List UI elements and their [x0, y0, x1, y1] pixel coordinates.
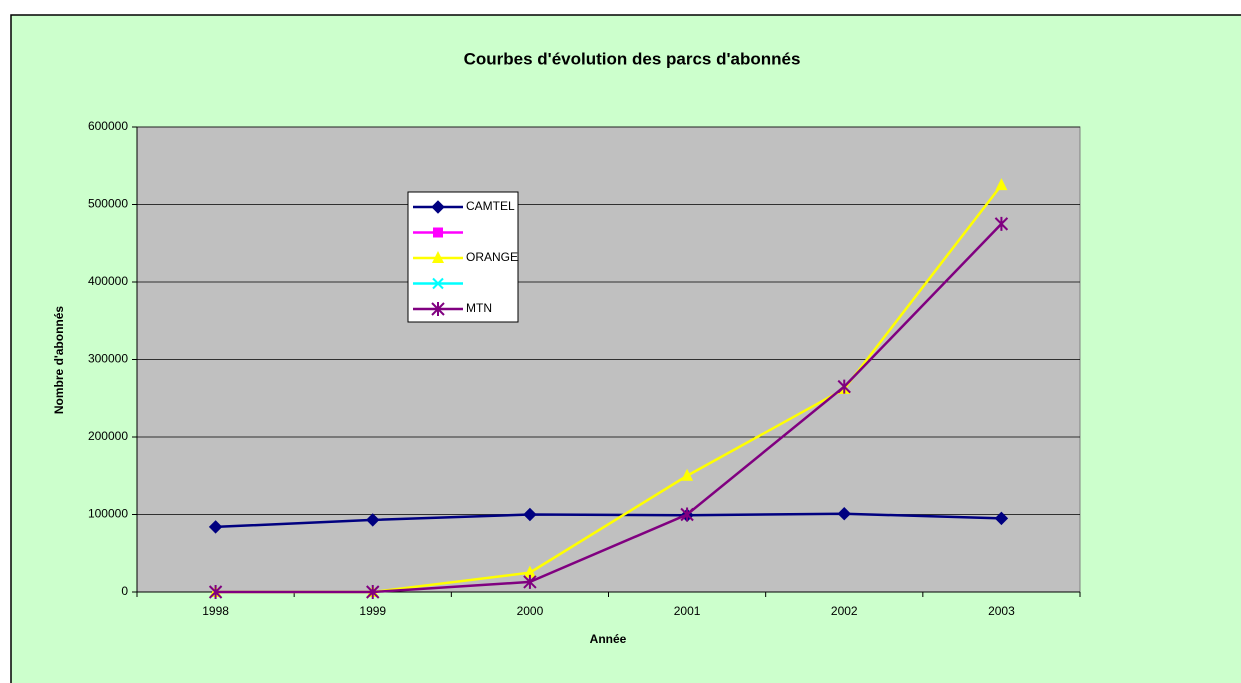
- x-tick-label: 2001: [674, 604, 701, 618]
- x-tick-label: 1998: [202, 604, 229, 618]
- y-tick-label: 0: [121, 584, 128, 598]
- chart-title: Courbes d'évolution des parcs d'abonnés: [464, 49, 801, 68]
- marker: [837, 379, 851, 394]
- marker: [366, 513, 380, 527]
- y-tick-label: 500000: [88, 197, 128, 211]
- marker: [837, 507, 851, 521]
- marker: [994, 511, 1009, 526]
- legend-label: MTN: [466, 301, 492, 315]
- legend-label: ORANGE: [466, 250, 518, 264]
- legend-label: CAMTEL: [466, 199, 515, 213]
- marker: [208, 585, 223, 599]
- marker: [432, 277, 444, 290]
- x-tick-label: 2000: [517, 604, 544, 618]
- marker: [995, 178, 1008, 191]
- y-tick-label: 300000: [88, 352, 128, 366]
- marker: [994, 216, 1009, 231]
- marker: [681, 468, 694, 481]
- marker: [433, 227, 443, 238]
- marker: [431, 200, 445, 214]
- y-tick-label: 200000: [88, 429, 128, 443]
- y-axis-label: Nombre d'abonnés: [52, 306, 66, 415]
- x-tick-label: 2003: [988, 604, 1015, 618]
- series-line: [215, 512, 1002, 529]
- marker: [523, 565, 536, 578]
- y-tick-label: 400000: [88, 274, 128, 288]
- marker: [432, 251, 444, 263]
- series-line: [215, 223, 1003, 594]
- marker: [366, 585, 380, 599]
- y-tick-label: 100000: [88, 507, 128, 521]
- y-tick-label: 600000: [88, 119, 128, 133]
- marker: [680, 507, 694, 522]
- marker: [523, 574, 537, 589]
- marker: [523, 507, 537, 522]
- x-tick-label: 2002: [831, 604, 858, 618]
- marker: [431, 302, 445, 316]
- x-axis-label: Année: [590, 632, 627, 646]
- x-tick-label: 1999: [359, 604, 386, 618]
- marker: [208, 520, 223, 534]
